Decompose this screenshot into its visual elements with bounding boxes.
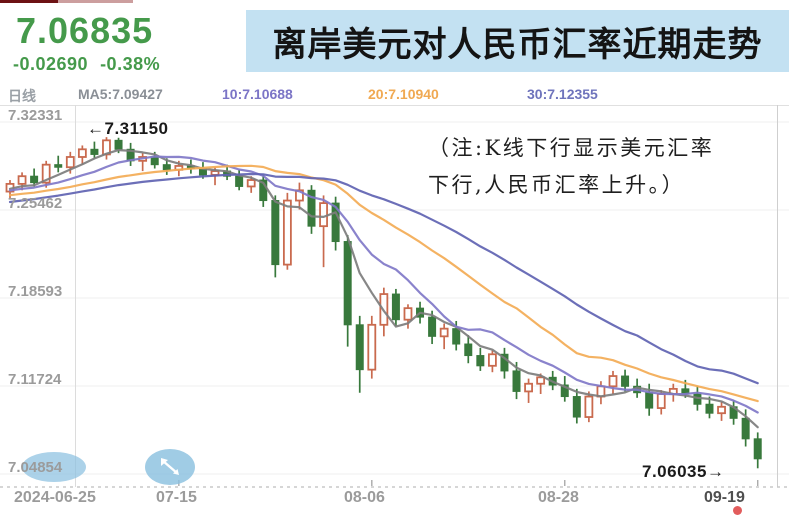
period-tab-daily[interactable]: 日线	[8, 88, 36, 104]
x-axis-label: 2024-06-25	[14, 489, 96, 506]
x-axis-label: 08-28	[538, 489, 579, 506]
quote-change-percent: -0.38%	[100, 54, 161, 74]
note-annotation: （注:K线下行显示美元汇率 下行,人民币汇率上升。）	[428, 130, 784, 204]
y-axis-label: 7.11724	[8, 371, 62, 388]
y-axis-label: 7.25462	[8, 195, 63, 212]
y-axis-label: 7.32331	[8, 107, 63, 124]
peak-price-annotation: ←7.31150	[87, 119, 169, 138]
red-dot-mark	[733, 506, 742, 515]
ma-legend-row: 日线 MA5:7.09427 10:7.10688 20:7.10940 30:…	[0, 86, 789, 104]
y-axis-label: 7.04854	[8, 459, 63, 476]
x-axis-label: 08-06	[344, 489, 385, 506]
last-price-annotation: 7.06035→	[642, 462, 725, 481]
ma10-legend: 10:7.10688	[222, 86, 293, 102]
note-line-2: 下行,人民币汇率上升。）	[428, 173, 686, 197]
headline-title: 离岸美元对人民币汇率近期走势	[272, 25, 763, 64]
headline-banner: 离岸美元对人民币汇率近期走势	[246, 10, 789, 72]
ma30-legend: 30:7.12355	[527, 86, 598, 102]
ma20-legend: 20:7.10940	[368, 86, 439, 102]
x-axis-label: 09-19	[704, 489, 745, 506]
quote-last-price: 7.06835	[16, 10, 154, 51]
quote-change-row: -0.02690 -0.38%	[13, 54, 172, 75]
restore-zoom-button[interactable]	[145, 449, 195, 485]
quote-change: -0.02690	[13, 54, 89, 74]
scan-artifact-strip	[58, 0, 133, 3]
ma5-legend: MA5:7.09427	[78, 86, 163, 102]
y-axis-label: 7.18593	[8, 283, 63, 300]
candlestick-chart[interactable]	[0, 105, 789, 505]
x-axis-label: 07-15	[156, 489, 197, 506]
scan-artifact-strip	[0, 0, 58, 3]
note-line-1: （注:K线下行显示美元汇率	[428, 136, 715, 160]
expand-arrow-icon	[161, 458, 179, 475]
zoom-badge-button[interactable]	[22, 452, 86, 482]
